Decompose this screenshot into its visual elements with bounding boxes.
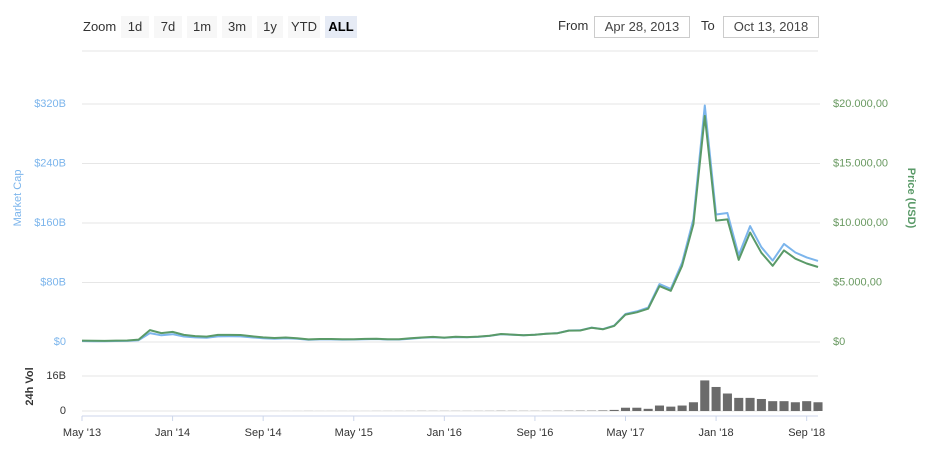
bar	[700, 380, 710, 411]
zoom-button[interactable]: YTD	[288, 16, 320, 38]
zoom-button[interactable]: 3m	[222, 16, 252, 38]
bar	[722, 393, 732, 411]
x-tick-label: May '15	[335, 427, 373, 439]
y2-tick-label: $15.000,00	[833, 157, 888, 169]
x-tick-label: Sep '14	[245, 427, 282, 439]
y-tick-label: $80B	[40, 276, 66, 288]
y-tick-label: $240B	[34, 157, 66, 169]
y-tick-label: 16B	[46, 370, 66, 382]
bar	[688, 402, 698, 411]
bar	[802, 401, 812, 411]
bar	[632, 407, 642, 411]
bar	[756, 398, 766, 411]
zoom-button[interactable]: ALL	[325, 16, 357, 38]
bar	[620, 407, 631, 411]
x-tick-label: Jan '16	[427, 427, 462, 439]
x-tick-label: Jan '14	[155, 427, 190, 439]
bar	[768, 401, 778, 411]
x-tick-label: Jan '18	[699, 427, 734, 439]
bar	[790, 402, 800, 411]
y2-tick-label: $20.000,00	[833, 98, 888, 110]
y2-tick-label: $0	[833, 336, 845, 348]
x-tick-label: May '17	[606, 427, 644, 439]
bar	[666, 406, 676, 411]
y-tick-label: 0	[60, 405, 66, 417]
to-input[interactable]: Oct 13, 2018	[723, 16, 819, 38]
bar	[598, 410, 608, 411]
to-label: To	[701, 18, 715, 33]
bar	[654, 405, 665, 411]
y2-tick-label: $10.000,00	[833, 217, 888, 229]
bar	[677, 405, 687, 411]
zoom-button[interactable]: 1y	[257, 16, 283, 38]
y2-tick-label: $5.000,00	[833, 276, 882, 288]
zoom-label: Zoom	[83, 19, 117, 34]
bar	[745, 397, 755, 411]
zoom-button[interactable]: 1m	[187, 16, 217, 38]
series-line	[81, 114, 819, 342]
from-label: From	[558, 18, 589, 33]
bar	[734, 397, 744, 411]
y-tick-label: $320B	[34, 98, 66, 110]
x-tick-label: May '13	[63, 427, 101, 439]
y-tick-label: $160B	[34, 217, 66, 229]
zoom-button[interactable]: 7d	[154, 16, 182, 38]
bar	[711, 386, 721, 411]
bar	[643, 408, 653, 411]
y-axis-title: 24h Vol	[24, 367, 36, 405]
bar	[779, 401, 789, 411]
x-tick-label: Sep '18	[788, 427, 825, 439]
zoom-button[interactable]: 1d	[121, 16, 149, 38]
from-input[interactable]: Apr 28, 2013	[594, 16, 690, 38]
bar	[609, 409, 619, 411]
y-axis-title: Market Cap	[12, 170, 24, 227]
y2-axis-title: Price (USD)	[905, 168, 917, 229]
bar	[813, 402, 823, 411]
x-tick-label: Sep '16	[516, 427, 553, 439]
y-tick-label: $0	[54, 336, 66, 348]
